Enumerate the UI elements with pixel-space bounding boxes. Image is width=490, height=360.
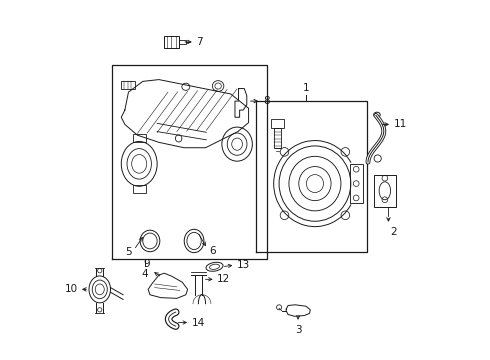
Text: 13: 13: [237, 260, 250, 270]
Bar: [274, 128, 281, 148]
Text: 2: 2: [390, 226, 397, 237]
Text: 10: 10: [64, 284, 77, 294]
Bar: [271, 119, 284, 128]
Text: 6: 6: [209, 246, 216, 256]
Text: 11: 11: [393, 120, 407, 129]
Bar: [179, 40, 186, 44]
Text: 1: 1: [303, 83, 309, 93]
Text: 4: 4: [141, 269, 148, 279]
Text: 8: 8: [263, 96, 270, 106]
Bar: [374, 175, 395, 207]
Bar: [133, 185, 146, 193]
Bar: [350, 164, 363, 203]
Text: 3: 3: [295, 325, 301, 335]
Text: 14: 14: [192, 318, 205, 328]
Text: 7: 7: [196, 37, 203, 47]
Text: 9: 9: [144, 259, 150, 269]
Bar: [164, 36, 179, 48]
Text: 5: 5: [125, 247, 132, 257]
Bar: [133, 134, 146, 142]
Text: 12: 12: [217, 274, 230, 284]
Bar: [122, 81, 135, 89]
